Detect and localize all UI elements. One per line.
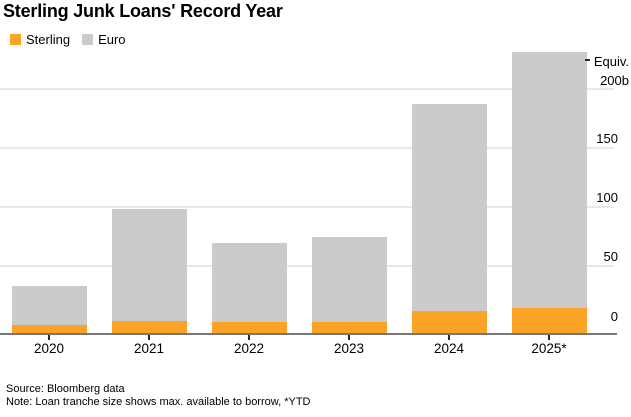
gridline-200: [0, 87, 614, 90]
bar-2020-euro-segment: [11, 285, 87, 325]
bar-2020-sterling-segment: [11, 324, 87, 333]
chart-legend: Sterling Euro: [10, 33, 126, 46]
note-line: Note: Loan tranche size shows max. avail…: [6, 396, 311, 408]
axis-top-tick-mark: [585, 59, 590, 61]
legend-label-sterling: Sterling: [26, 32, 71, 47]
bar-2023-sterling-segment: [311, 321, 387, 333]
x-tick-2023: [348, 335, 350, 340]
bar-2025-sterling-segment: [511, 307, 587, 333]
y-axis-unit-label: Equiv. 200b: [594, 52, 629, 90]
y-axis-unit-line1: Equiv.: [593, 54, 629, 69]
bar-2021-euro-segment: [111, 209, 187, 321]
x-tick-2021: [148, 335, 150, 340]
legend-item-sterling: Sterling: [10, 33, 70, 46]
bar-2022-euro-segment: [211, 242, 287, 322]
x-tick-label-2023: 2023: [333, 341, 365, 356]
bar-2024-euro-segment: [411, 103, 487, 312]
x-tick-label-2024: 2024: [433, 341, 465, 356]
bar-2024-sterling-segment: [411, 311, 487, 333]
gridline-100: [0, 206, 614, 208]
sterling-swatch-icon: [10, 34, 21, 45]
x-tick-label-2020: 2020: [33, 341, 65, 356]
y-tick-label-150: 150: [596, 130, 618, 146]
x-tick-2024: [448, 335, 450, 340]
x-tick-label-2021: 2021: [133, 341, 165, 356]
x-tick-2020: [48, 335, 50, 340]
legend-item-euro: Euro: [82, 32, 126, 47]
y-tick-label-50: 50: [603, 249, 618, 265]
legend-label-euro: Euro: [98, 32, 126, 47]
bar-2021-sterling-segment: [111, 320, 187, 333]
x-tick-label-2025: 2025*: [531, 341, 567, 356]
x-tick-2022: [248, 335, 250, 340]
bar-2025-euro-segment: [511, 51, 587, 308]
gridline-50: [0, 265, 614, 268]
source-note: Source: Bloomberg data Note: Loan tranch…: [6, 383, 310, 409]
y-tick-label-100: 100: [596, 190, 618, 205]
gridline-150: [0, 146, 614, 149]
x-axis-baseline: [0, 333, 617, 335]
bar-2023-euro-segment: [311, 236, 387, 322]
x-tick-2025: [548, 335, 550, 340]
y-tick-label-0: 0: [610, 308, 618, 324]
source-line: Source: Bloomberg data: [6, 383, 125, 395]
y-axis-unit-line2: 200b: [600, 73, 629, 88]
bar-2022-sterling-segment: [211, 321, 287, 333]
euro-swatch-icon: [82, 34, 94, 45]
x-tick-label-2022: 2022: [233, 341, 265, 356]
chart-title: Sterling Junk Loans' Record Year: [3, 1, 283, 21]
